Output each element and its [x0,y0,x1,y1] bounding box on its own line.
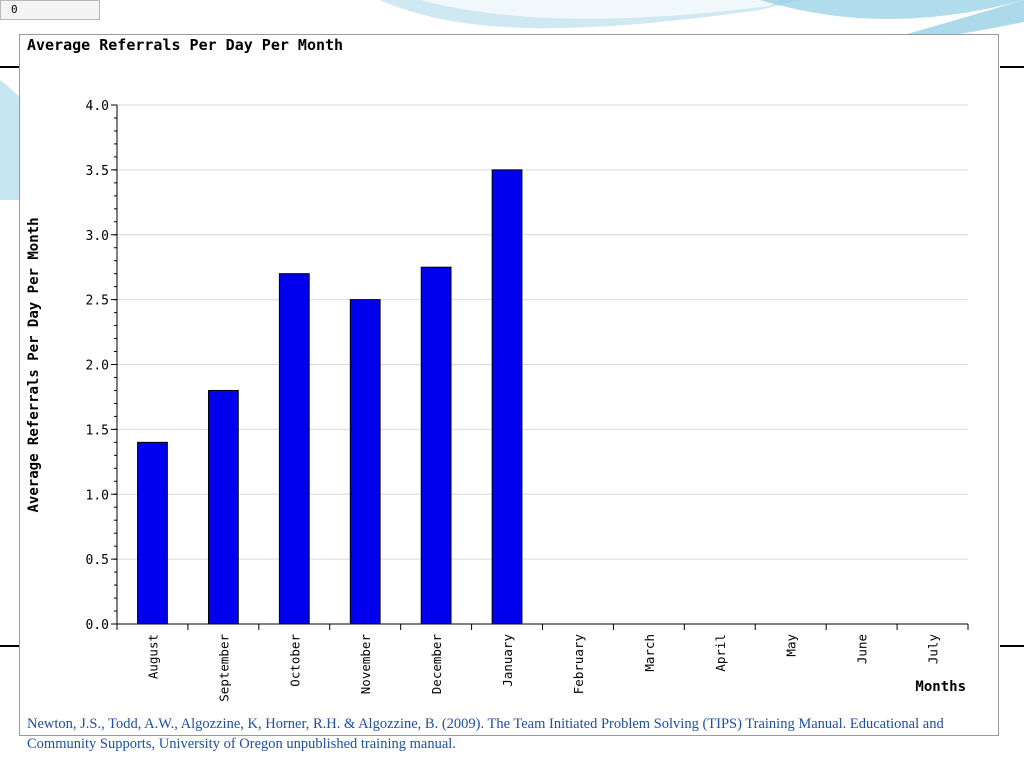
x-tick-label: December [429,634,444,695]
x-tick-label: June [855,634,870,664]
y-tick-label: 2.0 [86,359,109,374]
y-tick-label: 1.0 [86,488,109,503]
y-tick-label: 2.5 [86,294,109,309]
y-axis-label: Average Referrals Per Day Per Month [26,217,42,512]
x-tick-label: September [216,634,231,702]
chart-title: Average Referrals Per Day Per Month [27,36,344,54]
bar-october [278,273,310,625]
x-tick-label: October [287,634,302,687]
x-axis-label: Months [915,679,966,695]
y-tick-label: 3.0 [86,229,109,244]
bar-september [207,389,239,625]
bar-august [137,441,168,625]
bar-december [420,266,452,625]
slide-rule-left-top [0,66,20,68]
y-tick-label: 3.5 [86,164,109,179]
y-tick-label: 1.5 [86,423,109,438]
y-tick-label: 0.0 [86,618,109,633]
x-tick-label: July [926,634,941,665]
corner-label-box: 0 [0,0,100,20]
bar-january [491,169,523,625]
bar-november [349,299,381,625]
y-tick-label: 0.5 [86,553,109,568]
slide-rule-left-bottom [0,645,20,647]
x-tick-label: April [713,634,728,672]
x-tick-label: November [358,634,373,695]
slide-rule-right-top [1000,66,1024,68]
y-tick-label: 4.0 [86,99,109,114]
slide-rule-right-bottom [1000,645,1024,647]
citation-text: Newton, J.S., Todd, A.W., Algozzine, K, … [27,716,944,752]
x-tick-label: August [145,634,160,679]
x-tick-label: February [571,634,586,695]
x-tick-label: May [784,634,799,657]
x-tick-label: March [642,634,657,672]
bar-chart: 0.0 0.5 1.0 1.5 2.0 2.5 3.0 3.5 4.0 August Septemb… [26,99,969,702]
corner-label: 0 [11,3,18,16]
x-tick-label: January [500,634,515,687]
chart-panel: Average Referrals Per Day Per Month 0.0 0… [19,34,999,752]
